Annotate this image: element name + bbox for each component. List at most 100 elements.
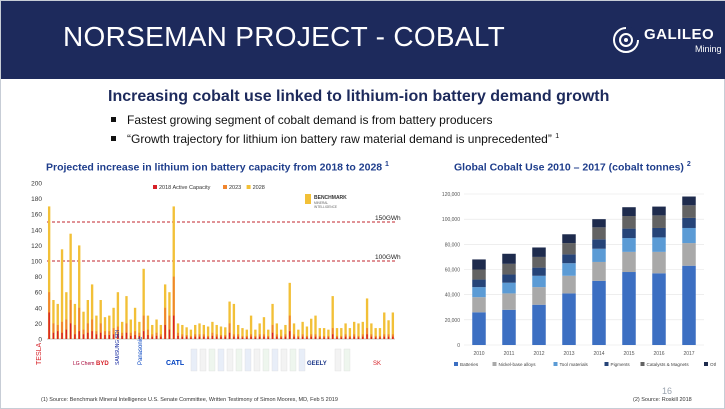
bar-2018-active-capacity (134, 335, 136, 339)
bar-2028 (314, 315, 317, 339)
bar-2018-active-capacity (336, 337, 338, 339)
bar-2018-active-capacity (241, 337, 244, 339)
bar-2028 (228, 301, 231, 339)
bar-2018-active-capacity (327, 337, 330, 339)
bar-2028 (159, 324, 163, 339)
company-logo-block (226, 348, 234, 372)
bar-2028 (151, 324, 154, 339)
bar-2028 (271, 303, 274, 339)
bar-2018-active-capacity (323, 337, 325, 339)
cobalt-chart-title: Global Cobalt Use 2010 – 2017 (cobalt to… (454, 161, 691, 174)
slide-header: NORSEMAN PROJECT - COBALT GALILEO Mining (1, 1, 725, 79)
legend-label: Nickel-base alloys (499, 362, 537, 367)
bar-segment-catalysts-magnets (562, 243, 576, 255)
bar-2018-active-capacity (284, 336, 287, 339)
bar-2018-active-capacity (121, 335, 123, 339)
bar-2018-active-capacity (357, 337, 360, 339)
bar-segment-tool-materials (532, 275, 546, 288)
bar-2018-active-capacity (138, 335, 141, 339)
bar-2018-active-capacity (233, 336, 235, 339)
company-logo-label: SAMSUNG SDI (115, 330, 121, 365)
bar-2018-active-capacity (340, 337, 343, 339)
bar-2018-active-capacity (250, 336, 252, 339)
bar-2028 (322, 328, 326, 339)
bar-2028 (69, 233, 72, 339)
bar-2028 (202, 324, 205, 339)
bar-2018-active-capacity (306, 337, 308, 339)
bar-2018-active-capacity (69, 323, 72, 339)
watermark-sub: MINERAL (314, 201, 328, 205)
bar-segment-catalysts-magnets (592, 227, 606, 240)
company-logo-block (208, 348, 216, 372)
bar-2018-active-capacity (310, 336, 312, 339)
y-tick-label: 20,000 (445, 318, 461, 324)
bar-2018-active-capacity (370, 336, 373, 339)
bar-2028 (279, 329, 283, 339)
bar-2018-active-capacity (117, 334, 119, 339)
bar-2018-active-capacity (293, 336, 295, 339)
x-tick-label: 2010 (473, 351, 484, 357)
x-tick-label: 2014 (593, 351, 604, 357)
legend-label: Other (710, 362, 716, 367)
bar-2018-active-capacity (220, 336, 222, 339)
bar-2018-active-capacity (344, 336, 347, 339)
company-logo-block (244, 348, 252, 372)
bar-segment-pigments (592, 239, 606, 249)
legend-label: Tool materials (560, 362, 589, 367)
bar-2028 (262, 317, 266, 339)
bar-2018-active-capacity (198, 336, 201, 339)
bar-segment-nickel-base-alloys (532, 287, 546, 305)
footnote-source-1: (1) Source: Benchmark Mineral Intelligen… (41, 397, 338, 403)
bar-2018-active-capacity (61, 332, 63, 339)
legend-label: 2018 Active Capacity (159, 185, 211, 191)
bar-2023 (147, 329, 149, 339)
watermark-sub: INTELLIGENCE (314, 205, 337, 209)
reference-line-label: 150GWh (375, 215, 401, 222)
bar-segment-other (472, 259, 486, 270)
page-number: 16 (662, 386, 673, 396)
legend-swatch (604, 362, 609, 366)
x-tick-label: 2016 (653, 351, 664, 357)
y-tick-label: 60 (35, 290, 43, 297)
legend-swatch (454, 362, 458, 366)
legend-label: Catalysts & Magnets (647, 362, 690, 367)
bar-2018-active-capacity (125, 332, 128, 339)
bar-2028 (47, 206, 51, 339)
bar-segment-pigments (562, 254, 576, 264)
bullet-footnote-ref: 1 (555, 133, 560, 140)
bar-2028 (374, 328, 377, 339)
bar-segment-nickel-base-alloys (652, 251, 666, 274)
bar-2023 (125, 323, 128, 339)
bar-2018-active-capacity (215, 336, 218, 339)
bar-segment-nickel-base-alloys (682, 243, 696, 266)
bar-2018-active-capacity (211, 335, 214, 339)
bar-2018-active-capacity (160, 336, 162, 339)
y-tick-label: 100 (31, 259, 42, 266)
bar-2018-active-capacity (147, 335, 149, 339)
bar-2018-active-capacity (173, 315, 175, 339)
bar-2023 (172, 276, 175, 339)
bar-2028 (331, 296, 334, 339)
bar-2028 (219, 326, 223, 339)
bar-2028 (344, 323, 347, 339)
bar-2028 (133, 307, 137, 339)
company-logo-block (334, 348, 342, 372)
y-tick-label: 180 (31, 196, 42, 203)
bar-2028 (267, 329, 270, 339)
bar-segment-tool-materials (592, 248, 606, 262)
bar-2028 (348, 328, 352, 339)
x-tick-label: 2012 (533, 351, 544, 357)
bar-2028 (90, 284, 94, 339)
bar-segment-other (502, 253, 516, 264)
bar-2028 (249, 315, 253, 339)
bar-2028 (391, 312, 395, 339)
legend-swatch (553, 362, 558, 366)
bar-2018-active-capacity (95, 334, 98, 339)
bar-segment-catalysts-magnets (682, 205, 696, 218)
cobalt-chart-title-ref: 2 (686, 161, 691, 168)
bar-2018-active-capacity (82, 334, 85, 339)
bar-2028 (52, 300, 55, 339)
bar-2018-active-capacity (267, 337, 269, 339)
cobalt-chart-title-text: Global Cobalt Use 2010 – 2017 (cobalt to… (454, 161, 684, 174)
bar-2023 (271, 324, 274, 339)
